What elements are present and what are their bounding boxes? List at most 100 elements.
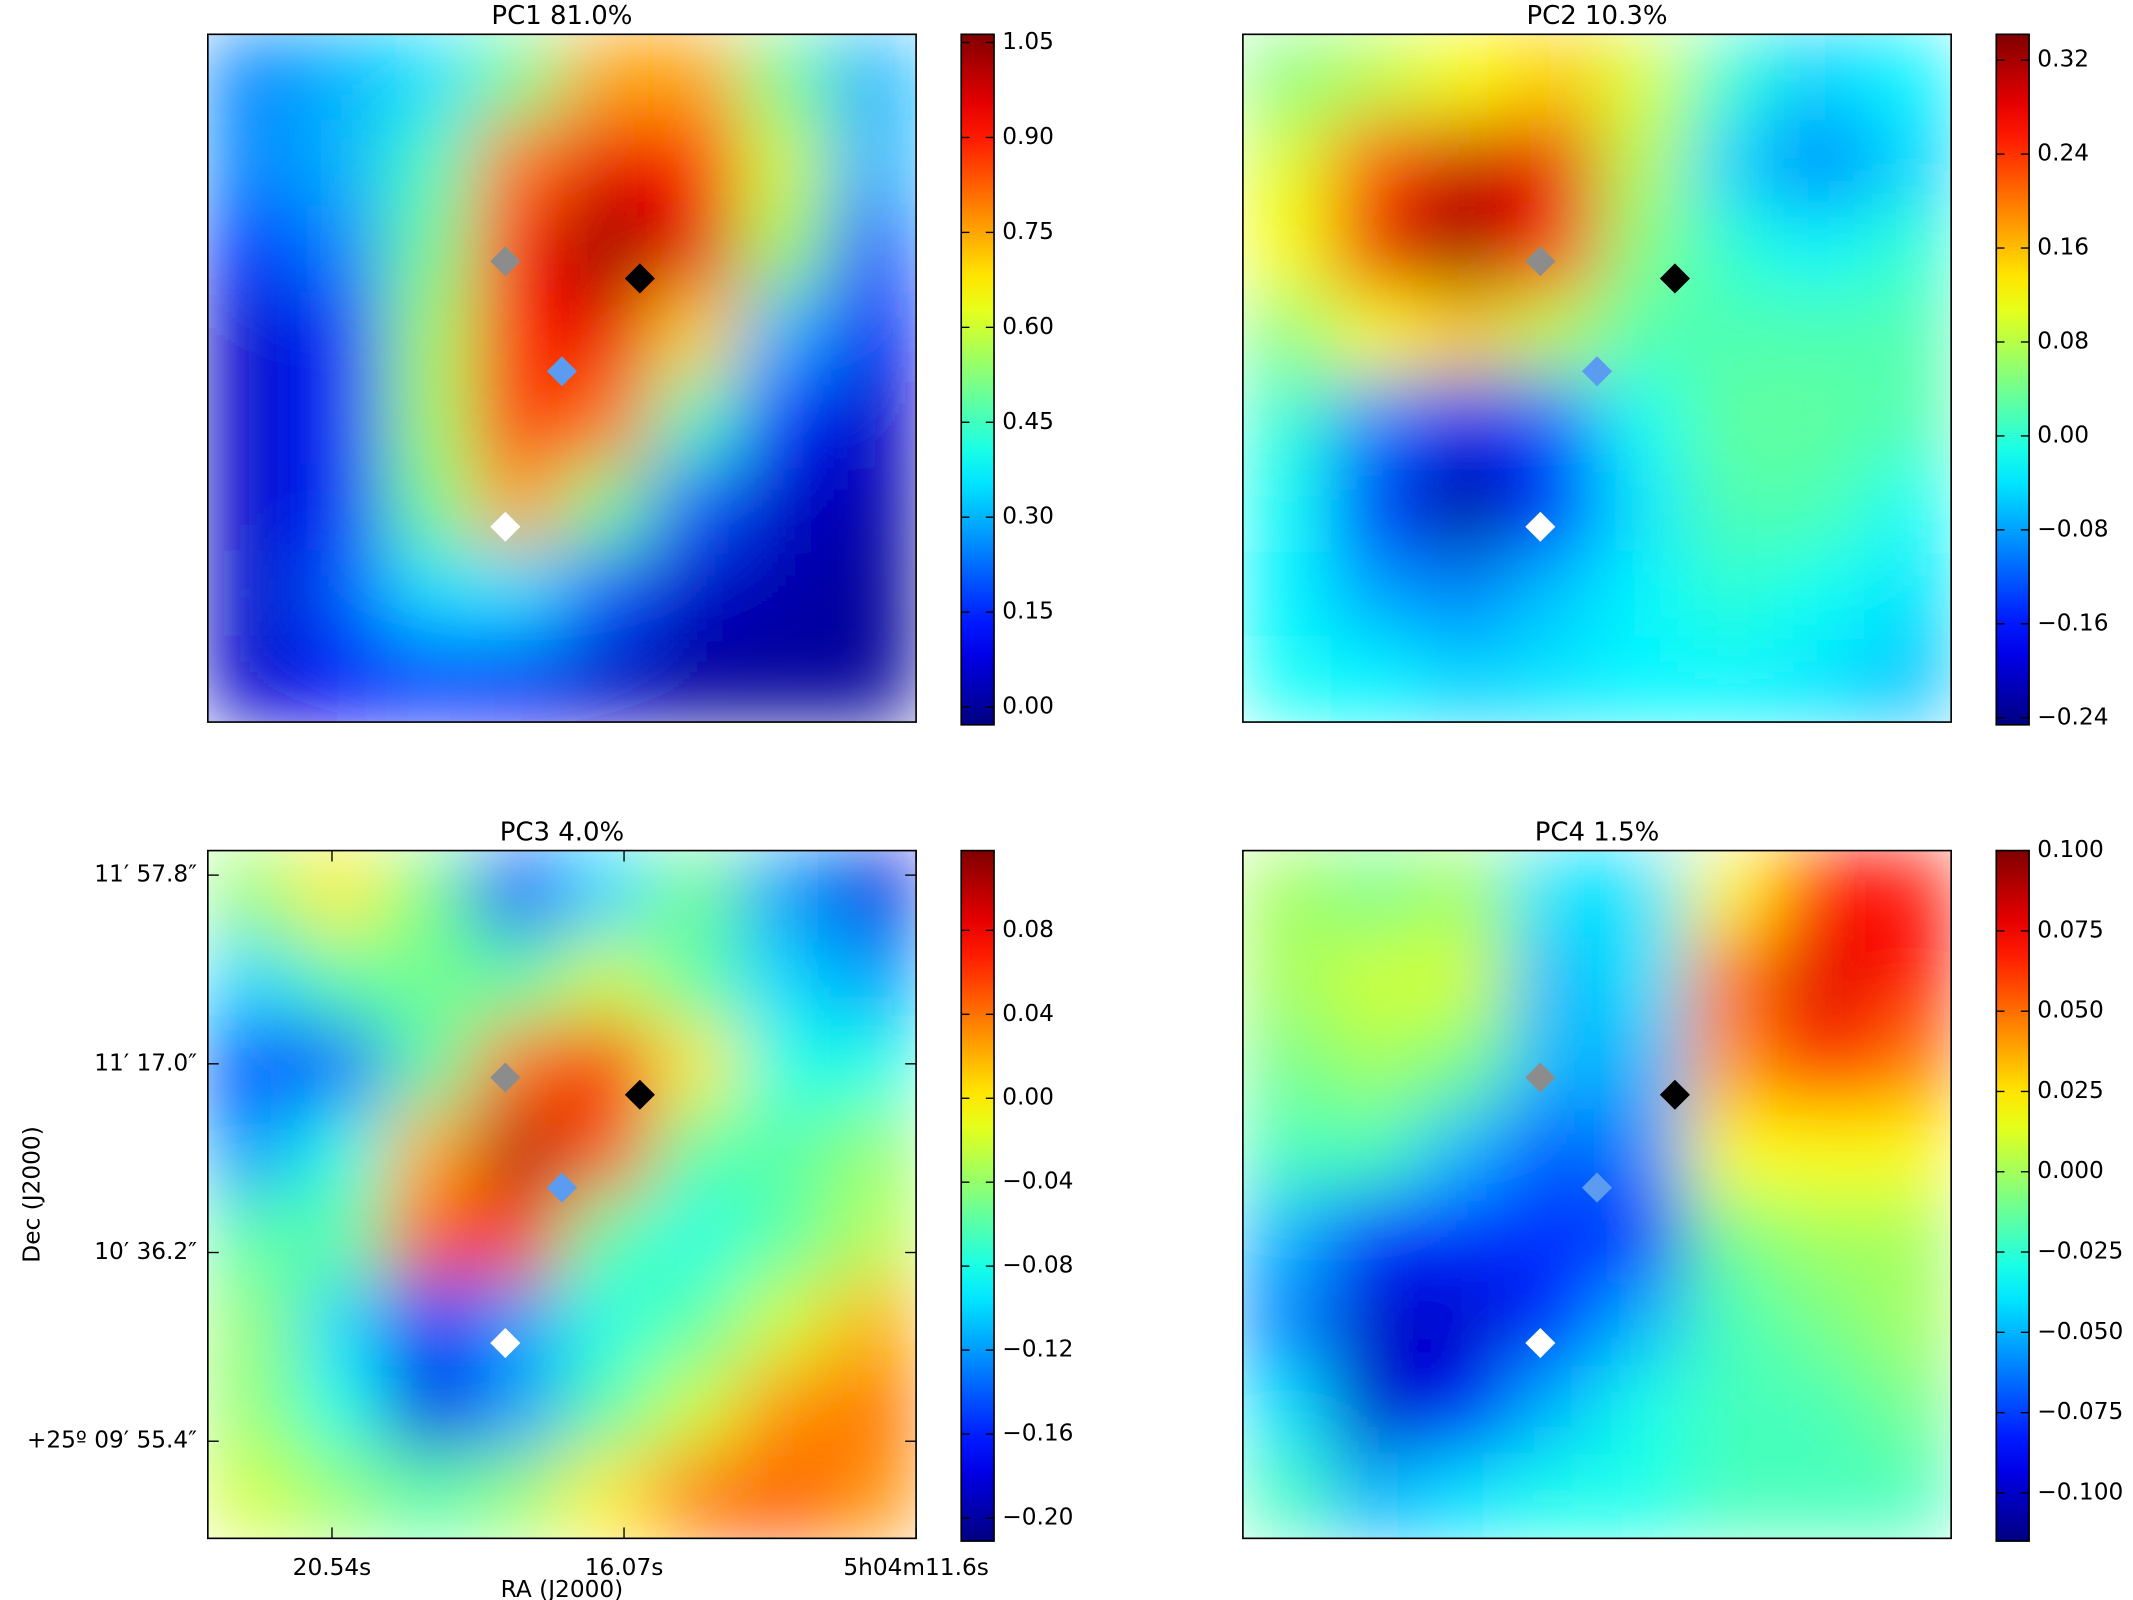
x-tick-label: 5h04m11.6s <box>843 1554 989 1581</box>
heatmap-cell <box>1597 378 1687 465</box>
colorbar-tick-label: 0.08 <box>2037 327 2089 354</box>
heatmap-cell <box>1862 550 1952 637</box>
heatmap-cell <box>739 292 829 379</box>
colorbar-tick-label: 0.025 <box>2037 1077 2104 1104</box>
heatmap-cell <box>296 1194 386 1282</box>
heatmap-cell <box>827 850 917 938</box>
panel-title: PC1 81.0% <box>491 1 632 31</box>
heatmap-cell <box>1685 850 1775 938</box>
heatmap-cell <box>1242 464 1333 551</box>
heatmap-cell <box>739 1452 829 1539</box>
heatmap-cell <box>739 1108 829 1196</box>
colorbar-tick-label: −0.08 <box>2037 515 2108 542</box>
colorbar-tick-label: −0.050 <box>2037 1318 2123 1345</box>
heatmap-cell <box>650 1280 740 1368</box>
heatmap-cell <box>561 464 652 551</box>
heatmap-cell <box>827 1366 917 1454</box>
heatmap-cell <box>384 850 475 938</box>
heatmap-cell <box>1331 120 1421 207</box>
x-tick-label: 16.07s <box>585 1554 664 1581</box>
heatmap-cell <box>1685 550 1775 637</box>
heatmap-cell <box>1508 850 1598 938</box>
heatmap-cell <box>1242 120 1333 207</box>
heatmap-cell <box>1862 34 1952 121</box>
heatmap-cell <box>207 378 298 465</box>
heatmap-cell <box>1508 120 1598 207</box>
heatmap-cell <box>1774 636 1864 723</box>
heatmap-cell <box>1331 378 1421 465</box>
heatmap-cell <box>207 1280 298 1368</box>
marker <box>1581 1172 1613 1203</box>
heatmap-cell <box>1508 206 1598 293</box>
heatmap-cell <box>1685 936 1775 1024</box>
heatmap-cell <box>827 936 917 1024</box>
colorbar-tick-label: −0.16 <box>1002 1420 1073 1447</box>
heatmap-cell <box>1419 292 1510 379</box>
heatmap-cell <box>1597 936 1687 1024</box>
heatmap-cell <box>1331 1194 1421 1282</box>
heatmap-cell <box>1774 1280 1864 1368</box>
heatmap-cell <box>1862 1108 1952 1196</box>
heatmap-cell <box>1597 1280 1687 1368</box>
heatmap-cell <box>650 1022 740 1110</box>
colorbar-tick-label: 0.60 <box>1002 313 1054 340</box>
heatmap-cell <box>561 292 652 379</box>
heatmap-cell <box>1862 1366 1952 1454</box>
panel-title: PC3 4.0% <box>500 817 625 847</box>
heatmap-cell <box>1685 1280 1775 1368</box>
heatmap-cell <box>296 850 386 938</box>
heatmap-cell <box>1331 1108 1421 1196</box>
heatmap-cell <box>561 1194 652 1282</box>
heatmap-cell <box>739 1366 829 1454</box>
heatmap-cell <box>1597 550 1687 637</box>
colorbar-tick-label: 0.24 <box>2037 140 2089 167</box>
heatmap-cell <box>384 936 475 1024</box>
heatmap-cell <box>384 206 475 293</box>
heatmap-cell <box>827 1194 917 1282</box>
heatmap-cell <box>1508 550 1598 637</box>
y-tick-label: +25º 09′ 55.4″ <box>27 1427 197 1454</box>
heatmap-cell <box>827 292 917 379</box>
colorbar <box>960 33 995 726</box>
heatmap-cell <box>827 464 917 551</box>
heatmap-field <box>1242 34 1952 723</box>
heatmap-cell <box>827 1452 917 1539</box>
heatmap-cell <box>473 550 563 637</box>
colorbar-tick-label: 1.05 <box>1002 28 1054 55</box>
colorbar-tick-label: 0.00 <box>1002 693 1054 720</box>
heatmap-cell <box>1331 206 1421 293</box>
colorbar-tick-label: 0.08 <box>1002 916 1054 943</box>
heatmap-cell <box>1774 206 1864 293</box>
heatmap-cell <box>384 1452 475 1539</box>
heatmap-cell <box>739 1194 829 1282</box>
heatmap-cell <box>207 1452 298 1539</box>
colorbar-tick-label: 0.000 <box>2037 1157 2104 1184</box>
heatmap-cell <box>650 1108 740 1196</box>
heatmap-cell <box>1597 1108 1687 1196</box>
heatmap-cell <box>1862 464 1952 551</box>
heatmap-cell <box>473 120 563 207</box>
colorbar-tick-label: 0.00 <box>1002 1084 1054 1111</box>
heatmap-cell <box>739 936 829 1024</box>
heatmap-cell <box>1242 34 1333 121</box>
heatmap-cell <box>650 636 740 723</box>
heatmap-cell <box>1597 34 1687 121</box>
heatmap-cell <box>473 1452 563 1539</box>
heatmap-cell <box>1242 1194 1333 1282</box>
heatmap-cell <box>384 292 475 379</box>
plot-frame <box>1242 33 1952 723</box>
y-axis-label: Dec (J2000) <box>18 1126 45 1262</box>
heatmap-cell <box>473 1366 563 1454</box>
heatmap-cell <box>1862 378 1952 465</box>
colorbar-tick-label: 0.00 <box>2037 421 2089 448</box>
heatmap-cell <box>561 34 652 121</box>
heatmap-cell <box>1685 1108 1775 1196</box>
heatmap-cell <box>1685 636 1775 723</box>
heatmap-cell <box>473 378 563 465</box>
heatmap-cell <box>1242 936 1333 1024</box>
heatmap-cell <box>1685 464 1775 551</box>
heatmap-cell <box>1597 636 1687 723</box>
heatmap-cell <box>384 636 475 723</box>
heatmap-cell <box>1508 34 1598 121</box>
colorbar-tick-label: −0.100 <box>2037 1478 2123 1505</box>
